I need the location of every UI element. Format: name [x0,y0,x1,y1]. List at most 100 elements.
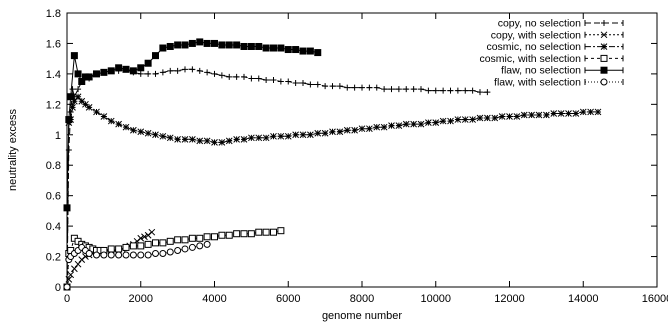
data-point [82,100,89,108]
data-point [129,67,137,75]
data-point [314,129,322,137]
data-point [565,110,572,117]
data-point [270,228,277,236]
data-point [240,42,248,50]
y-tick-label: 0.2 [46,252,61,264]
x-tick-label: 8000 [350,293,374,305]
data-point [262,134,270,142]
y-tick-label: 0 [55,282,61,294]
data-point [137,64,145,72]
legend-label: flaw, with selection [494,77,581,89]
x-axis-title: genome number [322,310,402,322]
data-point [115,64,123,72]
series-4 [63,38,322,212]
data-point [402,120,410,128]
axis-ticks: 0 0.2 0.4 0.6 0.8 1 1.2 1.4 1.6 1.8 0 2000 4000 6000 8… [46,8,668,305]
data-point [277,78,284,85]
data-point [144,240,152,248]
data-point [85,73,93,81]
data-point [358,125,366,133]
data-point [137,70,144,77]
data-point [410,86,417,93]
data-point [557,110,565,117]
data-point [174,41,182,49]
data-point [63,204,71,212]
x-tick-label: 4000 [202,293,226,305]
data-point [277,227,285,235]
data-point [506,113,513,120]
data-point [203,240,211,248]
data-point [74,93,82,101]
data-point [292,46,300,54]
data-point [255,75,262,82]
data-point [85,250,93,258]
data-point [395,122,403,129]
data-point [203,39,211,47]
data-point [137,234,145,242]
data-point [314,49,322,57]
data-point [299,131,307,139]
data-point [351,84,358,91]
data-point [69,86,76,93]
data-point [152,70,159,77]
data-point [122,243,130,251]
data-point [247,230,255,238]
data-point [203,233,211,241]
data-point [535,111,543,119]
data-point [322,83,329,90]
data-point [166,42,174,50]
data-point [270,132,277,140]
y-tick-label: 1.4 [46,69,61,81]
data-point [454,87,461,94]
data-point [380,123,388,131]
data-point [107,117,115,125]
data-point [181,236,189,244]
data-point [159,44,167,52]
data-point [122,123,130,131]
legend-marker [601,20,607,26]
x-tick-label: 0 [64,293,70,305]
data-point [299,47,307,55]
data-point [196,38,204,46]
y-tick-label: 0.8 [46,160,61,172]
data-point [476,114,484,122]
data-point [270,76,277,83]
series-5 [63,240,211,291]
data-point [67,93,75,101]
data-point [144,59,152,67]
data-point [432,119,440,126]
data-point [520,111,528,119]
data-point [373,123,381,131]
data-point [388,86,395,93]
data-point [233,230,241,238]
data-point [145,70,152,77]
data-point [447,117,454,125]
data-point [255,42,263,50]
data-point [144,129,152,137]
data-point [166,237,174,245]
data-point [528,111,535,119]
data-point [432,87,439,94]
data-point [343,126,351,134]
series-group [63,38,602,291]
series-2 [63,93,602,291]
data-point [306,47,314,55]
data-point [284,46,292,54]
data-point [359,84,365,91]
data-point [233,135,240,143]
data-point [188,39,196,47]
data-point [218,231,226,239]
data-point [491,114,499,122]
data-point [388,122,395,129]
data-point [395,86,402,93]
data-point [167,67,174,74]
data-point [63,283,71,291]
data-point [115,245,123,253]
data-point [188,243,196,251]
data-point [67,108,74,115]
data-point [141,233,148,241]
data-point [454,116,462,123]
data-point [74,70,82,78]
data-point [292,131,299,139]
data-point [329,128,336,136]
